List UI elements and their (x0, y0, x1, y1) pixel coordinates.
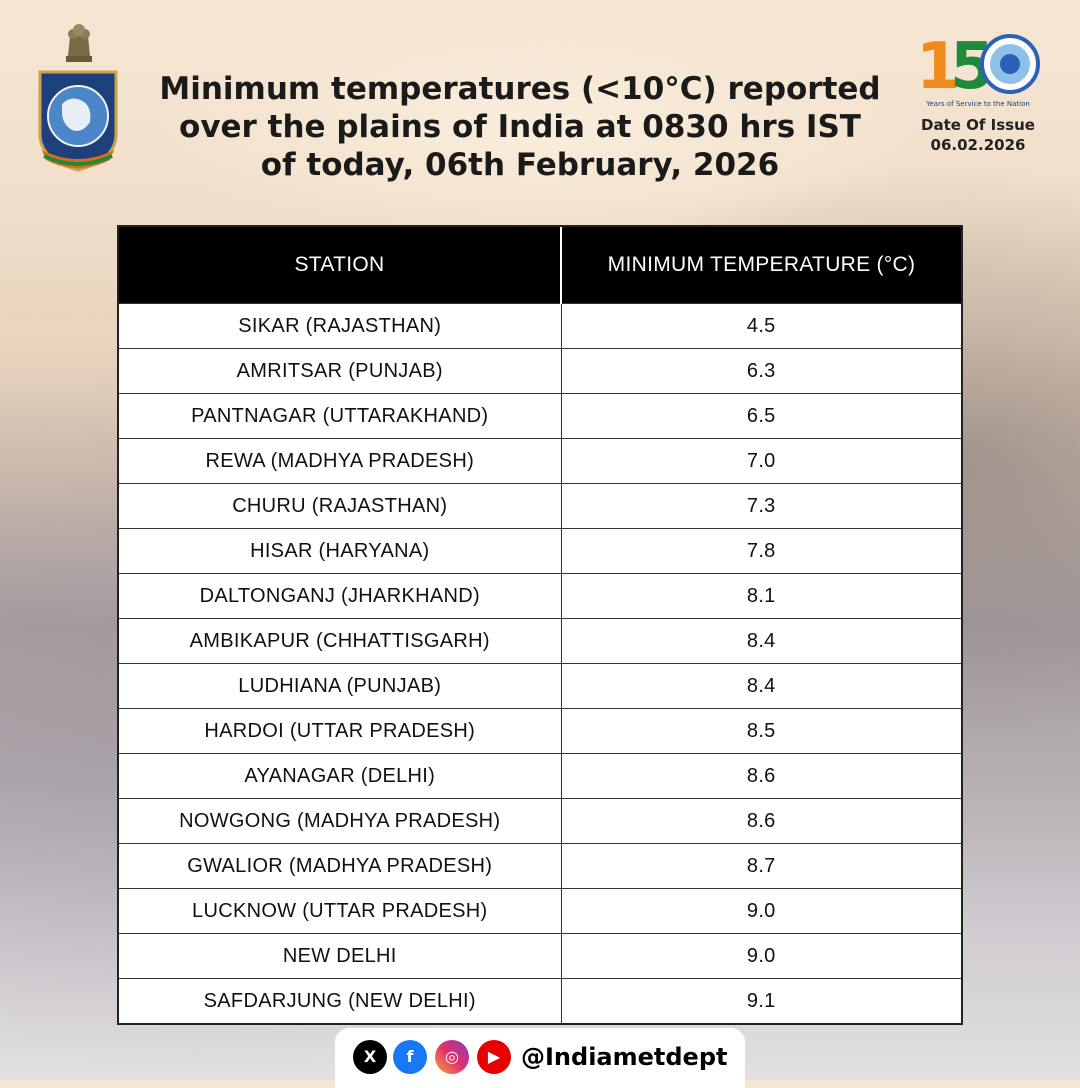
min-temp-cell: 6.5 (561, 393, 961, 439)
min-temp-cell: 4.5 (561, 303, 961, 349)
column-header-min-temp: MINIMUM TEMPERATURE (°C) (561, 227, 961, 304)
table-row: SAFDARJUNG (NEW DELHI) 9.1 (119, 978, 961, 1023)
min-temp-cell: 8.6 (561, 798, 961, 844)
issue-date-label: Date Of Issue (921, 116, 1035, 134)
table-row: GWALIOR (MADHYA PRADESH) 8.7 (119, 843, 961, 889)
min-temp-cell: 8.4 (561, 618, 961, 664)
table-row: AYANAGAR (DELHI) 8.6 (119, 753, 961, 799)
imd-emblem (30, 18, 126, 178)
min-temp-cell: 8.1 (561, 573, 961, 619)
min-temp-cell: 9.1 (561, 978, 961, 1023)
table-row: AMRITSAR (PUNJAB) 6.3 (119, 348, 961, 394)
station-cell: DALTONGANJ (JHARKHAND) (119, 573, 562, 619)
imd-seal-icon (38, 70, 118, 172)
station-cell: NOWGONG (MADHYA PRADESH) (119, 798, 562, 844)
temperature-table: STATION MINIMUM TEMPERATURE (°C) SIKAR (… (117, 225, 963, 1025)
min-temp-cell: 7.3 (561, 483, 961, 529)
social-handle[interactable]: @Indiametdept (521, 1043, 728, 1071)
facebook-icon[interactable]: f (393, 1040, 427, 1074)
station-cell: SIKAR (RAJASTHAN) (119, 303, 562, 349)
table-row: AMBIKAPUR (CHHATTISGARH) 8.4 (119, 618, 961, 664)
station-cell: PANTNAGAR (UTTARAKHAND) (119, 393, 562, 439)
min-temp-cell: 7.0 (561, 438, 961, 484)
table-row: DALTONGANJ (JHARKHAND) 8.1 (119, 573, 961, 619)
table-row: NEW DELHI 9.0 (119, 933, 961, 979)
social-bar: X f ◎ ▶ @Indiametdept (335, 1028, 745, 1088)
min-temp-cell: 8.4 (561, 663, 961, 709)
station-cell: AMBIKAPUR (CHHATTISGARH) (119, 618, 562, 664)
logo-150-digit-one: 1 (916, 30, 961, 104)
station-cell: AMRITSAR (PUNJAB) (119, 348, 562, 394)
min-temp-cell: 8.6 (561, 753, 961, 799)
min-temp-cell: 8.5 (561, 708, 961, 754)
logo-caption: Years of Service to the Nation (925, 100, 1030, 108)
x-icon[interactable]: X (353, 1040, 387, 1074)
table-row: LUDHIANA (PUNJAB) 8.4 (119, 663, 961, 709)
station-cell: NEW DELHI (119, 933, 562, 979)
min-temp-cell: 8.7 (561, 843, 961, 889)
station-cell: HISAR (HARYANA) (119, 528, 562, 574)
station-cell: LUCKNOW (UTTAR PRADESH) (119, 888, 562, 934)
table-body: SIKAR (RAJASTHAN) 4.5 AMRITSAR (PUNJAB) 6.3… (119, 303, 961, 1023)
title-line: of today, 06th February, 2026 (260, 147, 780, 183)
station-cell: GWALIOR (MADHYA PRADESH) (119, 843, 562, 889)
table-row: CHURU (RAJASTHAN) 7.3 (119, 483, 961, 529)
instagram-icon[interactable]: ◎ (435, 1040, 469, 1074)
station-cell: REWA (MADHYA PRADESH) (119, 438, 562, 484)
min-temp-cell: 7.8 (561, 528, 961, 574)
page-title: Minimum temperatures (<10°C) reported ov… (140, 70, 900, 184)
station-cell: CHURU (RAJASTHAN) (119, 483, 562, 529)
station-cell: SAFDARJUNG (NEW DELHI) (119, 978, 562, 1023)
min-temp-cell: 6.3 (561, 348, 961, 394)
imd-150-years-logo: 1 5 Years of Service to the Nation (916, 30, 1040, 108)
station-cell: HARDOI (UTTAR PRADESH) (119, 708, 562, 754)
table-row: NOWGONG (MADHYA PRADESH) 8.6 (119, 798, 961, 844)
title-line: over the plains of India at 0830 hrs IST (179, 109, 861, 145)
min-temp-cell: 9.0 (561, 933, 961, 979)
title-line: Minimum temperatures (<10°C) reported (159, 71, 881, 107)
table-row: LUCKNOW (UTTAR PRADESH) 9.0 (119, 888, 961, 934)
table-row: HARDOI (UTTAR PRADESH) 8.5 (119, 708, 961, 754)
station-cell: AYANAGAR (DELHI) (119, 753, 562, 799)
station-cell: LUDHIANA (PUNJAB) (119, 663, 562, 709)
table-header-row: STATION MINIMUM TEMPERATURE (°C) (119, 227, 961, 304)
table-row: REWA (MADHYA PRADESH) 7.0 (119, 438, 961, 484)
column-header-station: STATION (119, 227, 562, 304)
min-temp-cell: 9.0 (561, 888, 961, 934)
youtube-icon[interactable]: ▶ (477, 1040, 511, 1074)
national-emblem-icon (66, 24, 92, 62)
issue-date-value: 06.02.2026 (930, 136, 1026, 154)
table-row: HISAR (HARYANA) 7.8 (119, 528, 961, 574)
table-row: PANTNAGAR (UTTARAKHAND) 6.5 (119, 393, 961, 439)
table-row: SIKAR (RAJASTHAN) 4.5 (119, 303, 961, 349)
